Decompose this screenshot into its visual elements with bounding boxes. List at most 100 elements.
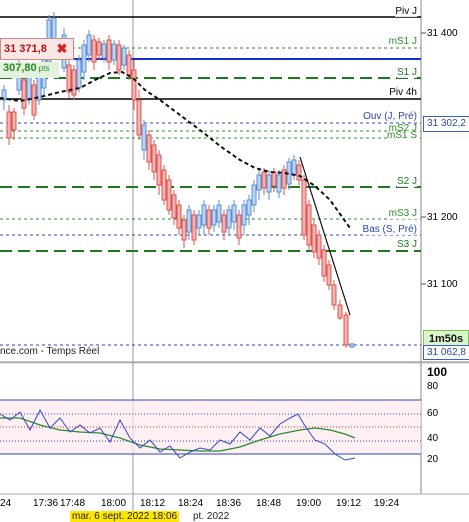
last-price-badge: 31 062,8 — [423, 345, 469, 360]
candle-body — [66, 64, 72, 93]
candle-body — [321, 249, 327, 277]
candle-body — [221, 214, 227, 233]
candle-body — [101, 43, 107, 59]
candle-body — [326, 264, 332, 286]
data-source-label: nce.com - Temps Réel — [0, 346, 100, 357]
time-axis-label: 18:00 — [101, 498, 127, 509]
price-axis-label: 31 200 — [427, 212, 458, 223]
trend-line — [299, 156, 351, 316]
candle-body — [131, 69, 137, 101]
candle-body — [291, 159, 297, 176]
level-label: S1 J — [396, 67, 417, 78]
candle-body — [281, 169, 287, 189]
position-price: 31 371,8 — [4, 43, 47, 55]
level-label: Ouv (J, Pré) — [363, 111, 417, 122]
candle-body — [186, 209, 192, 233]
level-label: Bas (S, Pré) — [362, 224, 417, 235]
candle-body — [301, 179, 307, 236]
date-tag-tail: pt. 2022 — [193, 511, 230, 522]
rsi-axis-label: 80 — [427, 381, 439, 392]
time-axis-label: 18:12 — [140, 498, 166, 509]
candle-body — [331, 284, 337, 306]
level-label: S2 J — [396, 176, 417, 187]
rsi-axis-label: 100 — [427, 365, 448, 379]
price-axis-label: 31 400 — [427, 28, 458, 39]
candle-body — [271, 171, 277, 187]
rsi-axis-label: 60 — [427, 408, 439, 419]
candle-body — [11, 111, 17, 131]
candle-body — [337, 304, 343, 319]
candle-body — [121, 47, 127, 66]
candle-body — [251, 184, 257, 206]
candle-body — [1, 89, 7, 101]
time-axis-label: 18:36 — [216, 498, 242, 509]
candle-body — [316, 234, 322, 259]
candle-body — [156, 154, 162, 186]
candle-body — [206, 209, 212, 229]
candle-body — [31, 84, 37, 116]
candle-body — [201, 204, 207, 226]
moving-average-line — [0, 70, 351, 229]
candle-body — [261, 171, 267, 189]
candle-body — [311, 224, 317, 253]
time-axis-label: 19:24 — [374, 498, 400, 509]
rsi-axis-label: 20 — [427, 454, 439, 465]
level-label: Piv J — [395, 6, 417, 17]
candle-body — [111, 43, 117, 61]
candle-body — [126, 54, 132, 76]
candle-body — [116, 44, 122, 71]
level-label: Piv 4h — [389, 87, 417, 98]
candle-body — [21, 79, 27, 109]
rsi-line — [0, 408, 356, 461]
time-axis-label: 19:12 — [336, 498, 362, 509]
level-label: mS1 J — [388, 36, 417, 47]
candle-body — [171, 194, 177, 219]
candle-body — [81, 44, 87, 73]
candlesticks — [1, 12, 355, 348]
candle-body — [236, 214, 242, 239]
candle-body — [266, 174, 272, 193]
level-label: mS3 J — [388, 208, 417, 219]
candle-body — [306, 204, 312, 246]
candle-body — [76, 59, 82, 89]
candle-body — [166, 179, 172, 211]
candle-body — [191, 214, 197, 241]
position-box[interactable]: 31 371,8 ✖ — [0, 38, 74, 60]
candle-body — [146, 134, 152, 163]
candle-body — [141, 124, 147, 151]
level-label: mS1 S — [386, 130, 417, 141]
time-axis-label: 19:00 — [296, 498, 322, 509]
candle-body — [226, 209, 232, 229]
candle-body — [91, 39, 97, 63]
rsi-signal-line — [0, 417, 356, 452]
open-price-badge: 31 302,2 — [423, 116, 469, 132]
candle-body — [343, 314, 349, 346]
candle-body — [136, 99, 142, 136]
time-axis-label: 17:48 — [60, 498, 86, 509]
close-icon[interactable]: ✖ — [56, 41, 68, 56]
candle-body — [231, 204, 237, 223]
crosshair-date-tag: mar. 6 sept. 2022 18:06 — [70, 511, 180, 522]
pnl-value: 307,80 — [3, 62, 37, 74]
pnl-box: 307,80 pts — [0, 62, 59, 78]
candle-body — [6, 111, 12, 139]
time-axis-label: 17:36 — [33, 498, 59, 509]
candle-body — [36, 74, 42, 101]
candle-body — [256, 174, 262, 191]
time-axis-label: 24 — [0, 498, 12, 509]
candle-body — [176, 204, 182, 229]
candle-body — [71, 69, 77, 96]
candle-body — [106, 39, 112, 63]
candle-body — [96, 41, 102, 56]
candle-body — [241, 204, 247, 226]
candle-body — [181, 219, 187, 241]
level-label: mS2 J — [388, 123, 417, 134]
time-axis-label: 18:24 — [178, 498, 204, 509]
candle-body — [349, 343, 355, 348]
level-label: S3 J — [396, 239, 417, 250]
candle-body — [151, 144, 157, 173]
candle-body — [296, 164, 302, 181]
candle-body — [161, 169, 167, 201]
